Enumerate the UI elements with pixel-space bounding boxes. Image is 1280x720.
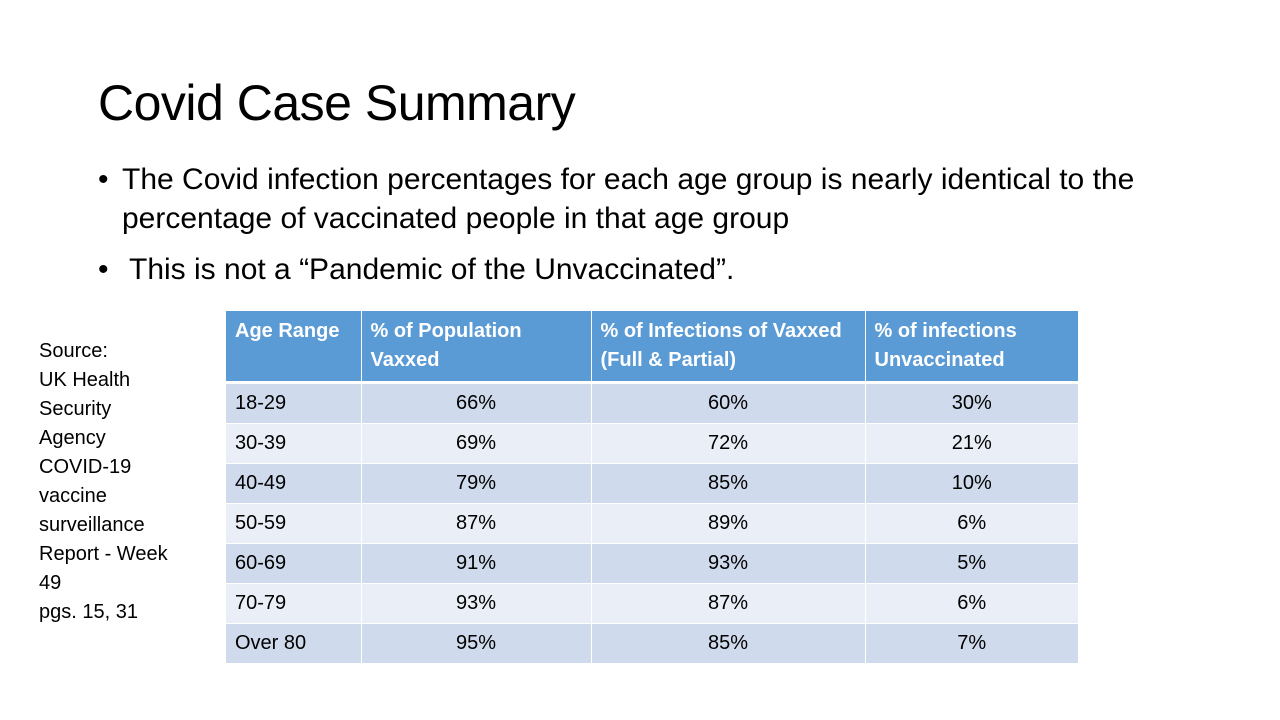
column-header: % of Infections of Vaxxed (Full & Partia…: [591, 311, 866, 384]
table-cell: 6%: [865, 583, 1078, 624]
table-cell: 87%: [361, 503, 592, 544]
age-range-cell: 70-79: [226, 583, 362, 624]
table-cell: 85%: [591, 463, 866, 504]
source-note: Source: UK Health Security Agency COVID-…: [39, 340, 168, 623]
age-range-cell: 50-59: [226, 503, 362, 544]
bullet-item: This is not a “Pandemic of the Unvaccina…: [98, 250, 1198, 289]
table-row: Over 80 95% 85% 7%: [226, 623, 1078, 664]
table-row: 40-49 79% 85% 10%: [226, 463, 1078, 504]
table-row: 60-69 91% 93% 5%: [226, 543, 1078, 584]
age-range-cell: 40-49: [226, 463, 362, 504]
age-range-cell: 18-29: [226, 382, 362, 424]
table-cell: 30%: [865, 382, 1078, 424]
table-row: 50-59 87% 89% 6%: [226, 503, 1078, 544]
table-row: 70-79 93% 87% 6%: [226, 583, 1078, 624]
table-cell: 21%: [865, 423, 1078, 464]
table-cell: 5%: [865, 543, 1078, 584]
table-cell: 6%: [865, 503, 1078, 544]
table-row: 30-39 69% 72% 21%: [226, 423, 1078, 464]
table-cell: 95%: [361, 623, 592, 664]
table-row: 18-29 66% 60% 30%: [226, 382, 1078, 424]
table-cell: 79%: [361, 463, 592, 504]
table-header-row: Age Range % of Population Vaxxed % of In…: [226, 311, 1078, 384]
age-range-cell: 30-39: [226, 423, 362, 464]
column-header: % of Population Vaxxed: [361, 311, 592, 384]
bullet-item: The Covid infection percentages for each…: [98, 160, 1198, 238]
column-header: % of infections Unvaccinated: [865, 311, 1078, 384]
table-cell: 72%: [591, 423, 866, 464]
table-cell: 7%: [865, 623, 1078, 664]
slide-title: Covid Case Summary: [98, 75, 576, 131]
table-cell: 93%: [361, 583, 592, 624]
column-header: Age Range: [226, 311, 362, 384]
table-cell: 87%: [591, 583, 866, 624]
bullet-list: The Covid infection percentages for each…: [98, 160, 1198, 301]
age-range-cell: Over 80: [226, 623, 362, 664]
table-cell: 69%: [361, 423, 592, 464]
table-cell: 91%: [361, 543, 592, 584]
table-cell: 66%: [361, 382, 592, 424]
table-cell: 89%: [591, 503, 866, 544]
table-cell: 10%: [865, 463, 1078, 504]
table-cell: 60%: [591, 382, 866, 424]
table-cell: 93%: [591, 543, 866, 584]
table-cell: 85%: [591, 623, 866, 664]
data-table: Age Range % of Population Vaxxed % of In…: [226, 311, 1078, 664]
age-range-cell: 60-69: [226, 543, 362, 584]
